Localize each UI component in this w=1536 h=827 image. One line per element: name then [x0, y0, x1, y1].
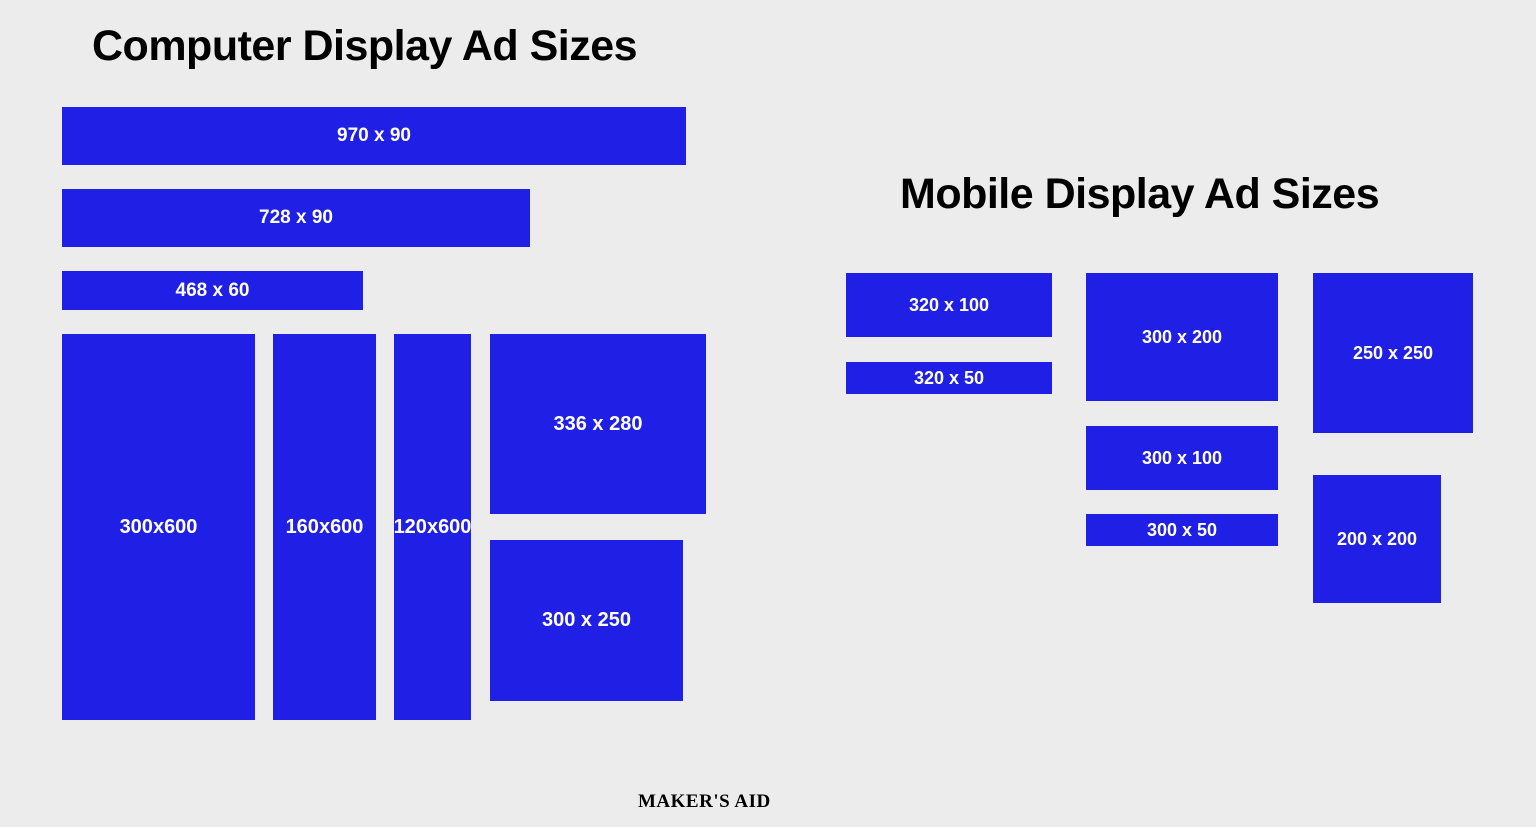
ad-box-320x50: 320 x 50 — [846, 362, 1052, 394]
footer-brand: MAKER'S AID — [638, 791, 771, 813]
ad-box-336x280: 336 x 280 — [490, 334, 706, 514]
mobile-section-title: Mobile Display Ad Sizes — [900, 170, 1379, 219]
ad-box-300x250: 300 x 250 — [490, 540, 683, 701]
ad-box-300x100: 300 x 100 — [1086, 426, 1278, 490]
ad-box-200x200: 200 x 200 — [1313, 475, 1441, 603]
ad-box-320x100: 320 x 100 — [846, 273, 1052, 337]
ad-box-120x600: 120x600 — [394, 334, 471, 720]
ad-box-728x90: 728 x 90 — [62, 189, 530, 247]
ad-box-300x200: 300 x 200 — [1086, 273, 1278, 401]
ad-box-160x600: 160x600 — [273, 334, 376, 720]
ad-box-300x600: 300x600 — [62, 334, 255, 720]
ad-box-250x250: 250 x 250 — [1313, 273, 1473, 433]
ad-box-970x90: 970 x 90 — [62, 107, 686, 165]
ad-box-300x50: 300 x 50 — [1086, 514, 1278, 546]
ad-box-468x60: 468 x 60 — [62, 271, 363, 310]
computer-section-title: Computer Display Ad Sizes — [92, 22, 637, 71]
